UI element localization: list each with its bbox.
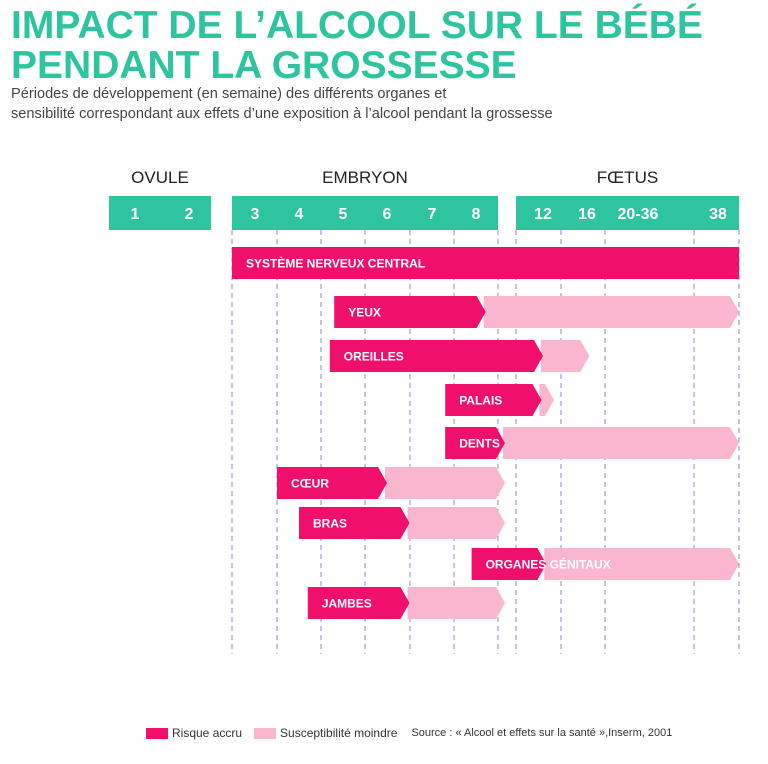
legend-label-low: Susceptibilité moindre [280,726,398,740]
week-tick-label: 38 [709,206,727,223]
bar-high-risk [232,247,739,279]
week-tick-label: 8 [472,206,481,223]
week-tick-label: 4 [295,206,304,223]
week-tick-label: 1 [131,206,140,223]
week-tick-label: 2 [185,206,194,223]
organ-row-oreilles: OREILLES [329,340,590,372]
week-tick-label: 7 [428,206,437,223]
phase-block-ovule [109,196,211,230]
bar-high-risk [445,384,542,416]
phase-block-foetus [516,196,739,230]
chart-title: IMPACT DE L’ALCOOL SUR LE BÉBÉ PENDANT L… [11,6,751,86]
legend-item-high: Risque accru [146,726,242,740]
organ-label: PALAIS [459,394,502,408]
chart-title-line-1: IMPACT DE L’ALCOOL SUR LE BÉBÉ [11,4,703,47]
organ-bars: SYSTÈME NERVEUX CENTRAL YEUX OREILLES PALAI… [232,247,739,619]
bar-high-risk [445,427,505,459]
organ-row-dents: DENTS [445,427,739,459]
legend: Risque accru Susceptibilité moindre Sour… [146,726,672,740]
bar-low-susceptibility [407,587,505,619]
bar-high-risk [334,296,486,328]
organ-row-jambes: JAMBES [307,587,505,619]
organ-label: SYSTÈME NERVEUX CENTRAL [246,256,425,271]
bar-high-risk [307,587,410,619]
bar-high-risk [277,467,387,499]
chart-subtitle-line-1: Périodes de développement (en semaine) d… [11,86,447,102]
source-note: Source : « Alcool et effets sur la santé… [411,727,673,739]
organ-row-yeux: YEUX [334,296,739,328]
organ-row-organes-genitaux: ORGANES GÉNITAUX [471,548,739,580]
organ-label: CŒUR [291,477,329,491]
organ-label: BRAS [313,517,347,531]
legend-label-high: Risque accru [172,726,243,740]
bar-low-susceptibility [544,548,739,580]
week-tick-label: 16 [578,206,596,223]
organ-row-palais: PALAIS [445,384,554,416]
week-tick-label: 12 [534,206,552,223]
organ-label: OREILLES [344,350,404,364]
organ-label: DENTS [459,437,500,451]
legend-swatch-low [254,727,277,739]
bar-high-risk [471,548,547,580]
bar-low-susceptibility [539,384,554,416]
legend-swatch-high [146,727,168,739]
bar-low-susceptibility [483,296,739,328]
bar-low-susceptibility [407,507,505,539]
week-tick-label: 5 [339,206,348,223]
phase-label-foetus: FŒTUS [597,168,658,187]
week-tick-label: 6 [383,206,392,223]
organ-row-bras: BRAS [299,507,505,539]
bar-high-risk [299,507,410,539]
organ-row-systeme-nerveux-central: SYSTÈME NERVEUX CENTRAL [232,247,739,279]
chart-subtitle-line-2: sensibilité correspondant aux effets d’u… [11,106,553,122]
chart-title-line-2: PENDANT LA GROSSESSE [11,44,517,87]
phase-block-embryon [232,196,498,230]
phase-label-ovule: OVULE [131,168,189,187]
organ-row-coeur: CŒUR [277,467,505,499]
organ-label: YEUX [348,306,381,320]
bar-high-risk [329,340,543,372]
phase-label-embryon: EMBRYON [322,168,408,187]
week-tick-label: 3 [251,206,260,223]
organ-label: JAMBES [322,597,372,611]
chart-subtitle: Périodes de développement (en semaine) d… [11,84,751,124]
organ-label: ORGANES GÉNITAUX [486,557,611,572]
bar-low-susceptibility [503,427,739,459]
bar-low-susceptibility [385,467,505,499]
bar-low-susceptibility [541,340,590,372]
legend-item-low: Susceptibilité moindre [254,726,397,740]
week-tick-label: 20-36 [618,206,659,223]
